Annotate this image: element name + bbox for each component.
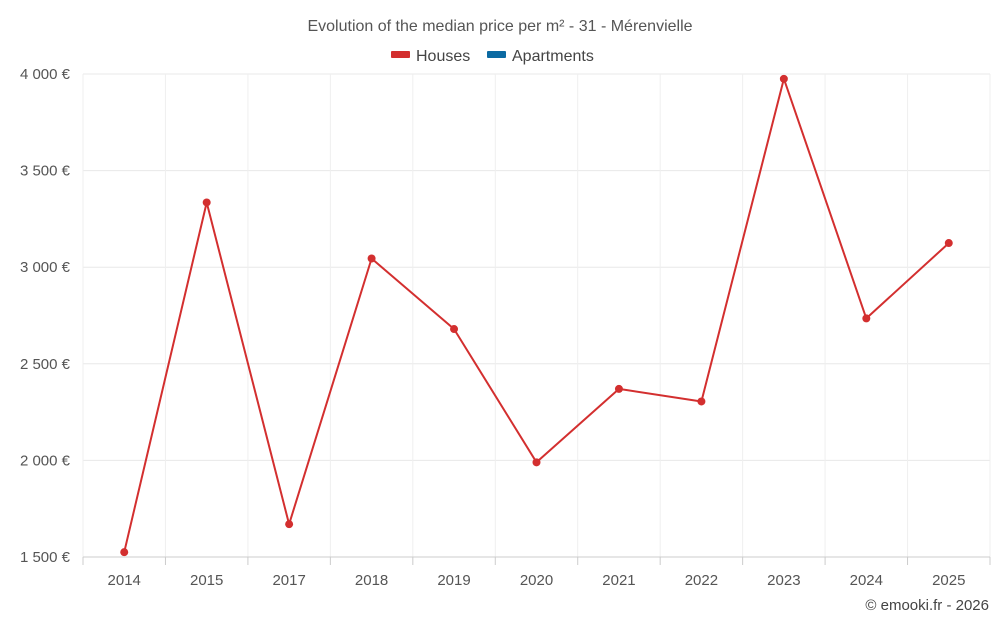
x-axis-ticks: 2014 2015 2017 2018 2019 2020 2021 2022 2023 2024… [108, 572, 966, 589]
y-tick-label: 1 500 € [20, 549, 71, 566]
data-point-houses-2019[interactable] [450, 325, 459, 334]
x-tick-label: 2019 [437, 572, 470, 589]
data-point-houses-2018[interactable] [367, 254, 376, 263]
data-point-houses-2015[interactable] [202, 198, 211, 207]
y-tick-label: 2 000 € [20, 452, 71, 469]
series-layer [120, 74, 953, 557]
legend-swatch-apartments[interactable] [487, 51, 506, 58]
data-point-houses-2025[interactable] [944, 239, 953, 248]
data-point-houses-2020[interactable] [532, 458, 541, 467]
x-tick-label: 2017 [272, 572, 305, 589]
y-axis-ticks: 1 500 € 2 000 € 2 500 € 3 000 € 3 500 € 4 000… [20, 66, 71, 566]
data-point-houses-2017[interactable] [285, 520, 294, 529]
x-tick-label: 2025 [932, 572, 965, 589]
legend-label-apartments[interactable]: Apartments [512, 48, 594, 65]
data-point-houses-2023[interactable] [779, 74, 788, 83]
x-tick-label: 2021 [602, 572, 635, 589]
x-tick-label: 2023 [767, 572, 800, 589]
legend-swatch-houses[interactable] [391, 51, 410, 58]
legend-label-houses[interactable]: Houses [416, 48, 470, 65]
legend: Houses Apartments [391, 48, 594, 65]
data-point-houses-2024[interactable] [862, 314, 871, 323]
x-tick-label: 2020 [520, 572, 553, 589]
data-point-houses-2014[interactable] [120, 548, 129, 557]
data-point-houses-2022[interactable] [697, 397, 706, 406]
x-tick-label: 2018 [355, 572, 388, 589]
axes [82, 556, 991, 565]
y-tick-label: 3 000 € [20, 259, 71, 276]
y-tick-label: 3 500 € [20, 163, 71, 180]
x-tick-label: 2015 [190, 572, 223, 589]
y-tick-label: 4 000 € [20, 66, 71, 83]
credit-text: © emooki.fr - 2026 [865, 597, 989, 614]
x-tick-label: 2024 [850, 572, 883, 589]
x-tick-label: 2022 [685, 572, 718, 589]
data-point-houses-2021[interactable] [614, 384, 623, 393]
chart-title: Evolution of the median price per m² - 3… [307, 18, 692, 35]
grid [82, 73, 991, 557]
y-tick-label: 2 500 € [20, 356, 71, 373]
x-tick-label: 2014 [108, 572, 141, 589]
